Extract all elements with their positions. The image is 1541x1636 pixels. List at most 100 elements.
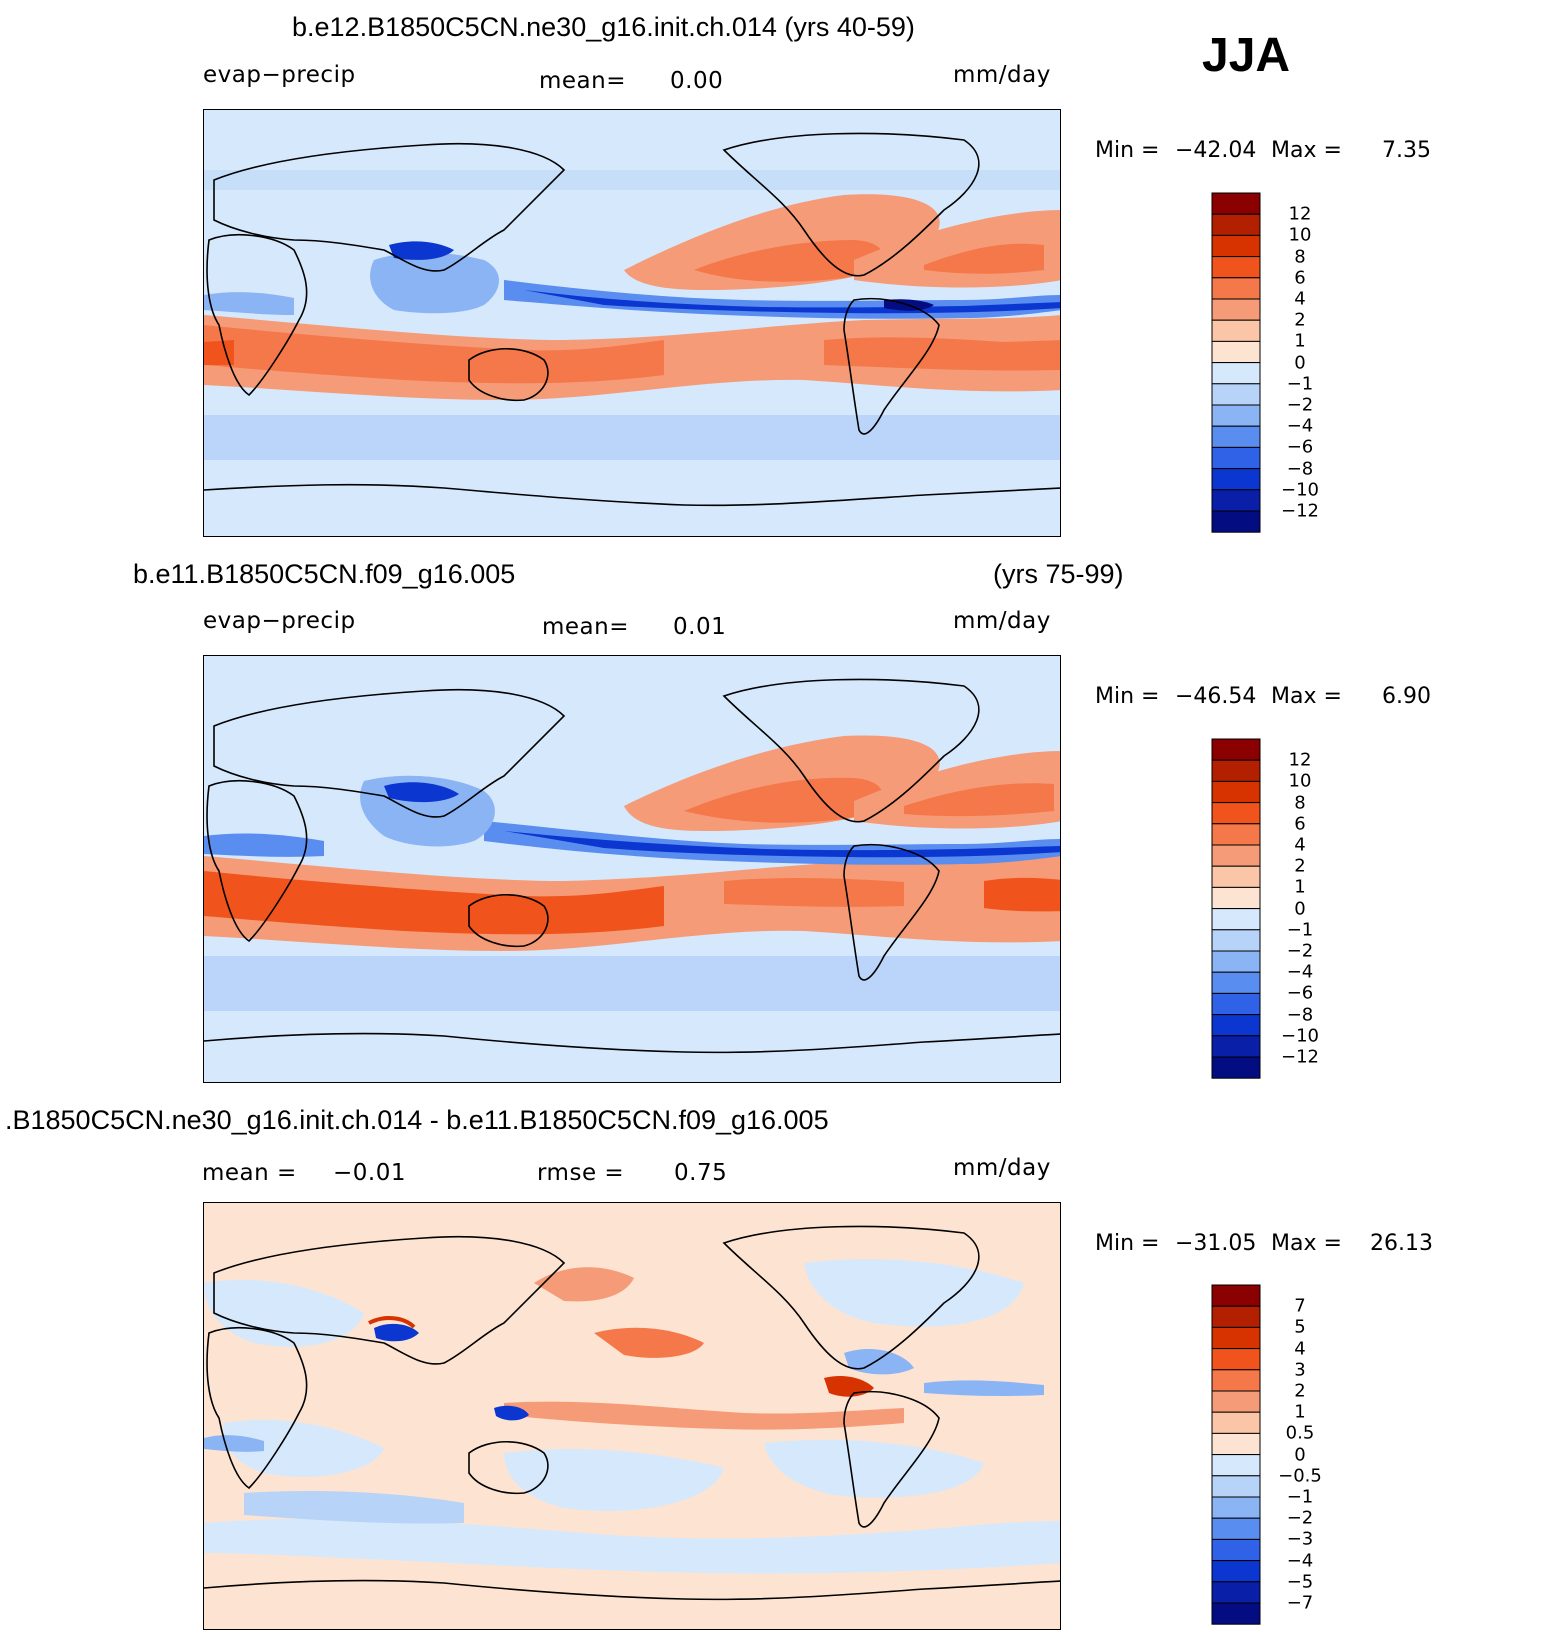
colorbar-tick-label: 8 xyxy=(1294,246,1306,268)
colorbar-tick-label: 6 xyxy=(1294,267,1306,289)
colorbar-swatch xyxy=(1211,1390,1261,1413)
colorbar-tick-label: 2 xyxy=(1294,855,1306,877)
colorbar-swatch xyxy=(1211,298,1261,321)
colorbar-swatch xyxy=(1211,340,1261,364)
panel-1-colorbar xyxy=(1211,192,1261,533)
colorbar-tick-label: 0 xyxy=(1294,1444,1306,1466)
colorbar-swatch xyxy=(1211,256,1261,279)
panel-3-rmse-label: rmse = xyxy=(537,1160,625,1186)
colorbar-swatch xyxy=(1211,1454,1261,1477)
colorbar-tick-label: 0 xyxy=(1294,898,1306,920)
colorbar-tick-label: −5 xyxy=(1286,1571,1314,1593)
colorbar-tick-label: −1 xyxy=(1286,919,1314,941)
colorbar-tick-label: −4 xyxy=(1286,1550,1314,1572)
panel-2-mean-label: mean= xyxy=(542,614,629,640)
panel-3-mean-value: −0.01 xyxy=(333,1160,406,1186)
colorbar-tick-label: −4 xyxy=(1286,415,1314,437)
panel-1-map-graphic xyxy=(204,110,1060,536)
colorbar-swatch xyxy=(1211,929,1261,952)
colorbar-swatch xyxy=(1211,1014,1261,1037)
colorbar-tick-label: −6 xyxy=(1286,436,1314,458)
panel-3-min-label: Min = xyxy=(1095,1231,1160,1256)
panel-1-mean-label: mean= xyxy=(539,68,626,94)
colorbar-swatch xyxy=(1211,1581,1261,1604)
panel-2-units: mm/day xyxy=(953,608,1051,634)
panel-3-min-value: −31.05 xyxy=(1175,1231,1257,1256)
colorbar-swatch xyxy=(1211,780,1261,804)
colorbar-swatch xyxy=(1211,802,1261,825)
panel-2-map-graphic xyxy=(204,656,1060,1082)
colorbar-tick-label: −8 xyxy=(1286,458,1314,480)
colorbar-swatch xyxy=(1211,234,1261,258)
colorbar-swatch xyxy=(1211,1517,1261,1540)
colorbar-swatch xyxy=(1211,1326,1261,1350)
colorbar-tick-label: −12 xyxy=(1281,1046,1319,1068)
colorbar-swatch xyxy=(1211,1602,1261,1625)
colorbar-swatch xyxy=(1211,383,1261,406)
colorbar-tick-label: 2 xyxy=(1294,1380,1306,1402)
colorbar-tick-label: 7 xyxy=(1294,1295,1306,1317)
panel-2-min-value: −46.54 xyxy=(1175,684,1257,709)
panel-2-title: b.e11.B1850C5CN.f09_g16.005 xyxy=(133,559,516,589)
panel-1-max-value: 7.35 xyxy=(1382,138,1431,163)
colorbar-swatch xyxy=(1211,192,1261,215)
colorbar-swatch xyxy=(1211,1284,1261,1307)
colorbar-swatch xyxy=(1211,886,1261,910)
colorbar-swatch xyxy=(1211,1538,1261,1562)
colorbar-tick-label: 6 xyxy=(1294,813,1306,835)
colorbar-tick-label: 12 xyxy=(1288,203,1312,225)
panel-1-units: mm/day xyxy=(953,62,1051,88)
colorbar-tick-label: −4 xyxy=(1286,961,1314,983)
panel-2-max-value: 6.90 xyxy=(1382,684,1431,709)
panel-1-mean-value: 0.00 xyxy=(670,68,724,94)
colorbar-tick-label: −2 xyxy=(1286,1507,1314,1529)
panel-1-title: b.e12.B1850C5CN.ne30_g16.init.ch.014 (yr… xyxy=(292,12,915,42)
panel-2-map xyxy=(203,655,1061,1083)
colorbar-swatch xyxy=(1211,1411,1261,1434)
colorbar-swatch xyxy=(1211,362,1261,385)
colorbar-tick-label: 1 xyxy=(1294,330,1306,352)
colorbar-swatch xyxy=(1211,277,1261,300)
panel-2-years: (yrs 75-99) xyxy=(993,559,1124,589)
colorbar-tick-label: 3 xyxy=(1294,1359,1306,1381)
panel-3-title: .B1850C5CN.ne30_g16.init.ch.014 - b.e11.… xyxy=(5,1105,829,1135)
colorbar-swatch xyxy=(1211,319,1261,342)
season-label: JJA xyxy=(1202,29,1291,82)
panel-3-rmse-value: 0.75 xyxy=(674,1160,728,1186)
colorbar-tick-label: −1 xyxy=(1286,373,1314,395)
colorbar-swatch xyxy=(1211,738,1261,761)
colorbar-tick-label: 1 xyxy=(1294,1401,1306,1423)
colorbar-tick-label: 2 xyxy=(1294,309,1306,331)
colorbar-tick-label: −2 xyxy=(1286,394,1314,416)
colorbar-swatch xyxy=(1211,213,1261,236)
colorbar-tick-label: −12 xyxy=(1281,500,1319,522)
colorbar-tick-label: −10 xyxy=(1281,479,1319,501)
colorbar-swatch xyxy=(1211,844,1261,867)
colorbar-tick-label: 12 xyxy=(1288,749,1312,771)
colorbar-swatch xyxy=(1211,992,1261,1016)
panel-2-colorbar xyxy=(1211,738,1261,1079)
panel-2-variable-label: evap−precip xyxy=(203,608,356,634)
panel-1-variable-label: evap−precip xyxy=(203,62,356,88)
colorbar-tick-label: 10 xyxy=(1288,224,1312,246)
panel-3-mean-label: mean = xyxy=(202,1160,297,1186)
colorbar-tick-label: 5 xyxy=(1294,1316,1306,1338)
colorbar-swatch xyxy=(1211,1496,1261,1519)
panel-2-max-label: Max = xyxy=(1271,684,1342,709)
panel-3-max-value: 26.13 xyxy=(1370,1231,1433,1256)
panel-2-min-label: Min = xyxy=(1095,684,1160,709)
panel-1-max-label: Max = xyxy=(1271,138,1342,163)
panel-3-colorbar xyxy=(1211,1284,1261,1625)
colorbar-tick-label: −7 xyxy=(1286,1592,1314,1614)
panel-3-map xyxy=(203,1202,1061,1630)
colorbar-swatch xyxy=(1211,950,1261,973)
colorbar-swatch xyxy=(1211,1369,1261,1392)
colorbar-swatch xyxy=(1211,446,1261,470)
panel-1-min-label: Min = xyxy=(1095,138,1160,163)
colorbar-tick-label: −3 xyxy=(1286,1528,1314,1550)
colorbar-swatch xyxy=(1211,425,1261,448)
colorbar-swatch xyxy=(1211,908,1261,931)
colorbar-swatch xyxy=(1211,510,1261,533)
colorbar-swatch xyxy=(1211,823,1261,846)
panel-2-mean-value: 0.01 xyxy=(673,614,727,640)
